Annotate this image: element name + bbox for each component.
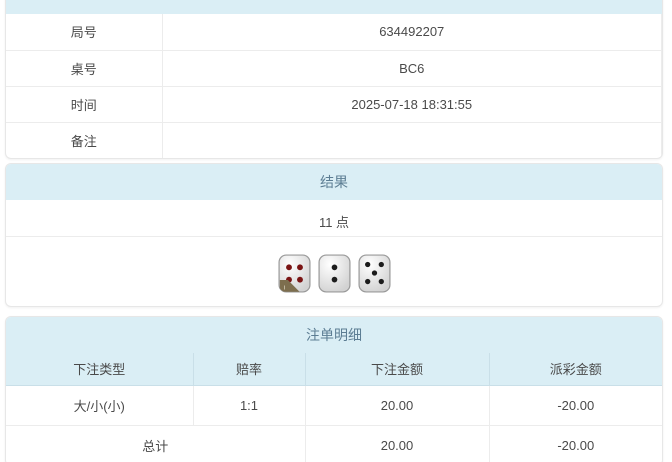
- svg-text:i: i: [283, 284, 284, 291]
